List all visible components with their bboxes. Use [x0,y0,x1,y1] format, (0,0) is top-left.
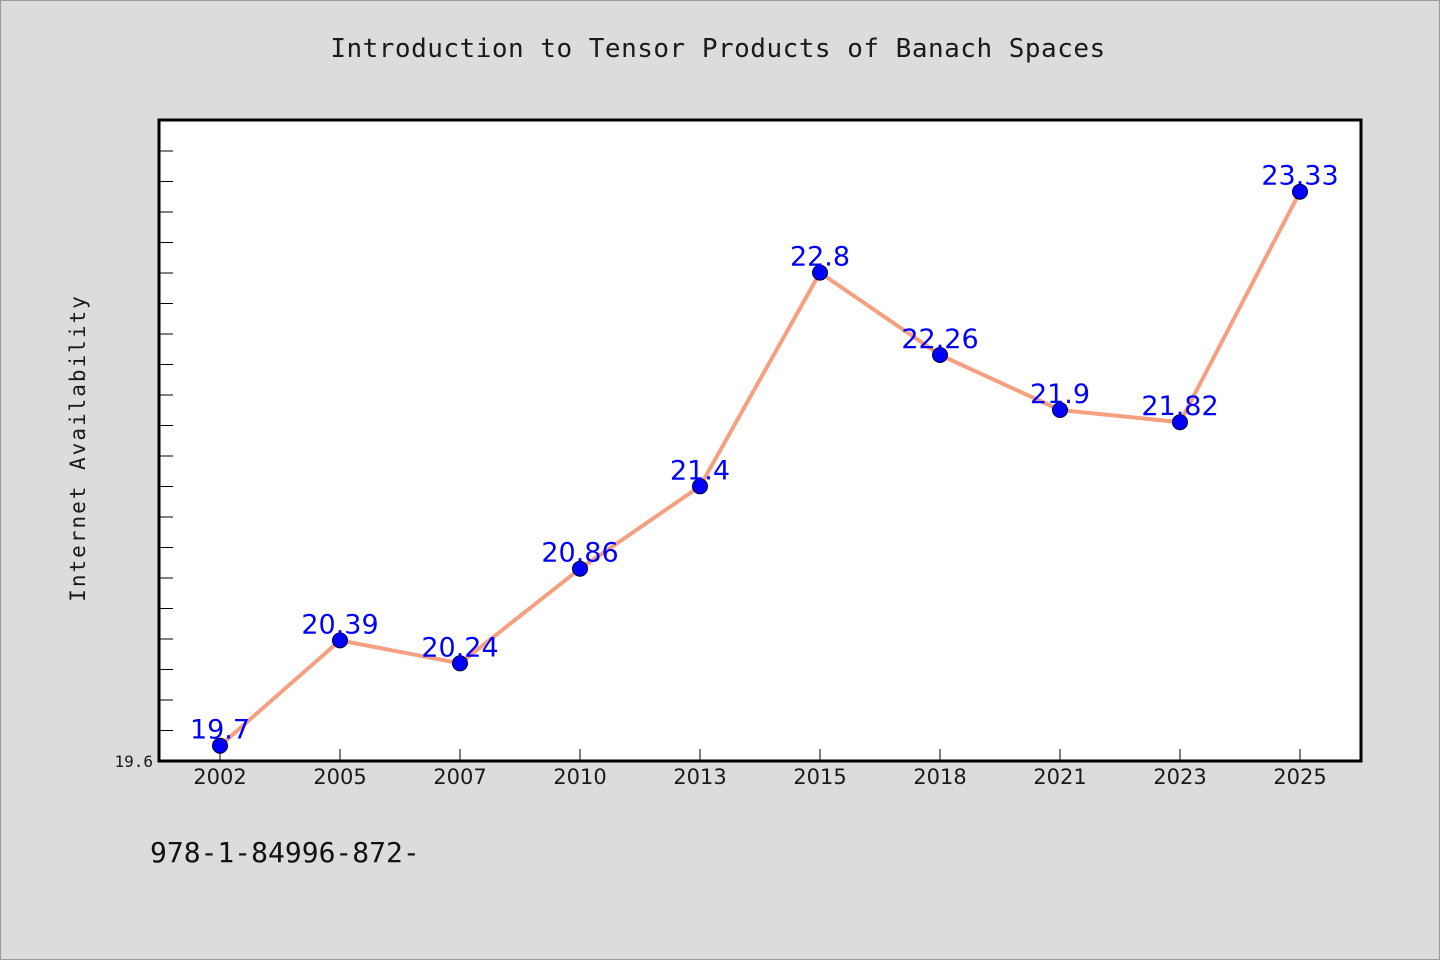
data-point [572,560,588,577]
data-point [1292,183,1308,200]
data-label: 22.26 [901,324,978,355]
data-label: 20.24 [421,632,498,663]
data-point [932,347,948,363]
x-tick-label: 2018 [913,765,966,789]
x-tick-label: 2002 [193,765,246,789]
x-tick-label: 2023 [1153,765,1206,789]
data-label: 20.39 [301,609,378,640]
data-label: 21.9 [1030,379,1090,410]
data-label: 21.82 [1141,391,1218,422]
x-tick-label: 2021 [1033,765,1086,789]
data-point [452,655,468,672]
data-label: 22.8 [790,242,850,273]
footnote: 978-1-84996-872- [150,836,420,869]
x-tick-label: 2007 [433,765,486,789]
data-point [1052,402,1068,418]
plot-area [157,118,1363,763]
data-label: 23.33 [1261,161,1338,192]
data-label: 21.4 [670,455,730,486]
chart-title: Introduction to Tensor Products of Banac… [330,34,1106,64]
data-label-group: 19.7 20.39 20.24 20.86 21.4 22.8 22.26 21.9 21.8… [190,161,1339,746]
x-tick-label: 2025 [1273,765,1326,789]
data-label: 19.7 [190,715,250,746]
y-axis-ticks: 19.6 [114,150,173,771]
x-tick-label: 2013 [673,765,726,789]
x-tick-label: 2010 [553,765,606,789]
series-line-group [218,189,1302,748]
data-label: 20.86 [541,538,618,569]
data-point [332,632,348,649]
x-tick-label: 2005 [313,765,366,789]
marker-group [212,183,1308,754]
data-point [1172,414,1188,431]
x-axis-ticks: 2002 2005 2007 2010 2013 2015 2018 2021 2023 2025 [193,749,1327,789]
series-line [218,189,1302,748]
data-point [212,737,228,754]
x-tick-label: 2015 [793,765,846,789]
y-tick-label: 19.6 [114,752,153,771]
data-point [692,478,708,495]
data-point [812,264,828,281]
